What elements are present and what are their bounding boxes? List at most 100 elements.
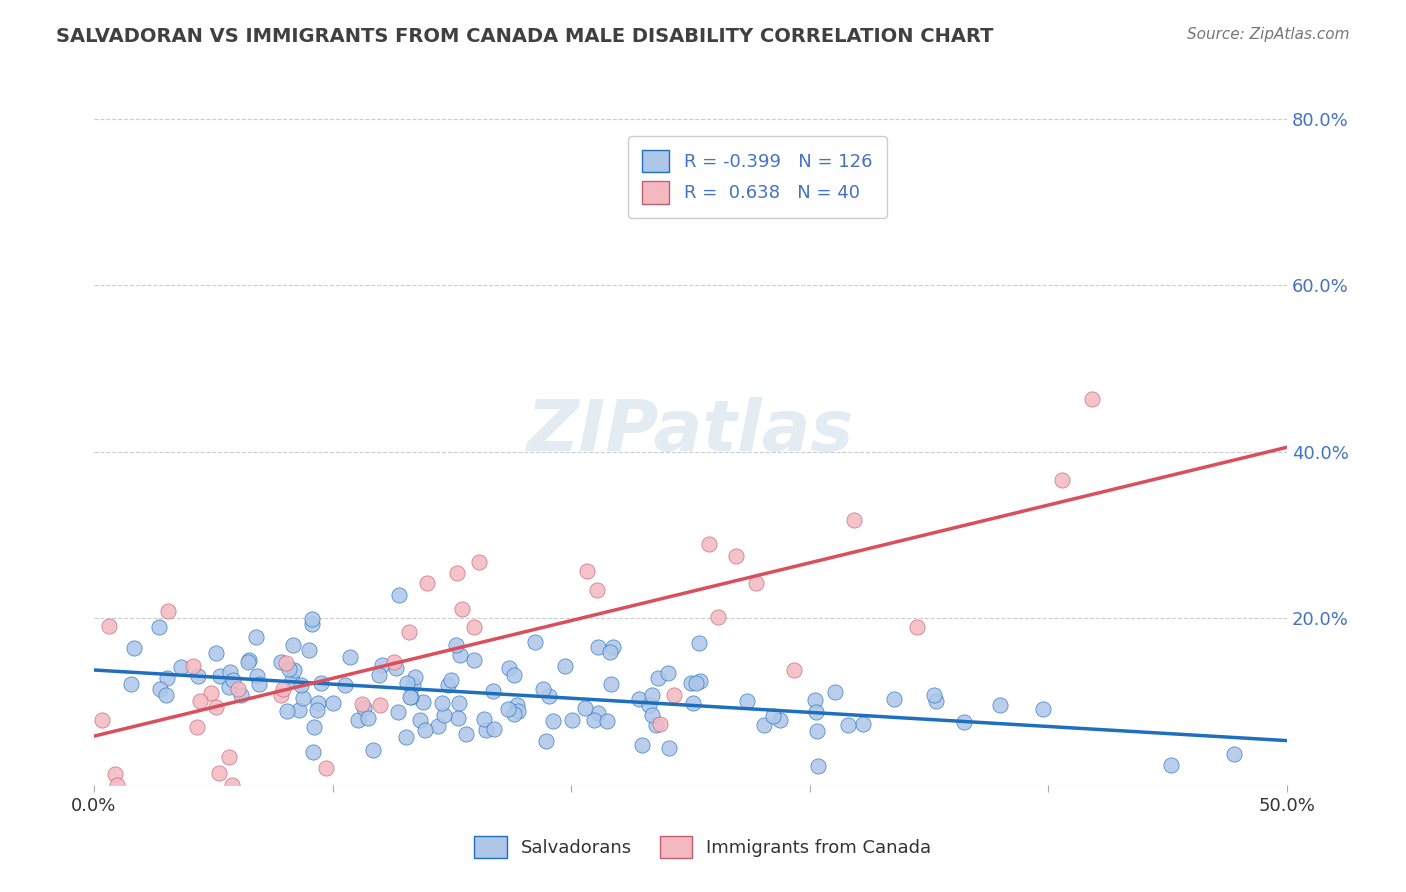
Salvadorans bbox=[187, 668, 209, 682]
Salvadorans bbox=[444, 638, 467, 652]
Salvadorans bbox=[449, 648, 471, 662]
Salvadorans bbox=[276, 704, 298, 718]
Immigrants from Canada bbox=[905, 620, 928, 634]
Salvadorans bbox=[120, 677, 142, 691]
Salvadorans bbox=[449, 696, 471, 710]
Salvadorans bbox=[754, 718, 776, 732]
Salvadorans bbox=[1031, 702, 1053, 716]
Salvadorans bbox=[925, 694, 948, 708]
Immigrants from Canada bbox=[451, 602, 474, 616]
Salvadorans bbox=[229, 688, 252, 702]
Immigrants from Canada bbox=[463, 620, 485, 634]
Immigrants from Canada bbox=[725, 549, 748, 564]
Salvadorans bbox=[387, 705, 409, 719]
Immigrants from Canada bbox=[204, 700, 226, 714]
Immigrants from Canada bbox=[91, 714, 114, 728]
Salvadorans bbox=[124, 641, 146, 656]
Immigrants from Canada bbox=[274, 656, 297, 670]
Salvadorans bbox=[1223, 747, 1246, 762]
Salvadorans bbox=[305, 703, 328, 717]
Immigrants from Canada bbox=[842, 513, 865, 527]
Salvadorans bbox=[599, 645, 621, 659]
Salvadorans bbox=[437, 678, 460, 692]
Salvadorans bbox=[482, 683, 505, 698]
Immigrants from Canada bbox=[352, 697, 374, 711]
Immigrants from Canada bbox=[1050, 473, 1073, 487]
Salvadorans bbox=[353, 700, 375, 714]
Immigrants from Canada bbox=[368, 698, 391, 712]
Immigrants from Canada bbox=[707, 610, 730, 624]
Salvadorans bbox=[806, 724, 828, 739]
Salvadorans bbox=[395, 676, 418, 690]
Salvadorans bbox=[347, 713, 370, 727]
Salvadorans bbox=[281, 638, 304, 652]
Salvadorans bbox=[463, 653, 485, 667]
Salvadorans bbox=[270, 656, 292, 670]
Salvadorans bbox=[647, 671, 669, 685]
Immigrants from Canada bbox=[104, 766, 127, 780]
Salvadorans bbox=[599, 677, 621, 691]
Salvadorans bbox=[440, 673, 463, 687]
Immigrants from Canada bbox=[648, 717, 671, 731]
Text: ZIPatlas: ZIPatlas bbox=[527, 397, 855, 466]
Legend: Salvadorans, Immigrants from Canada: Salvadorans, Immigrants from Canada bbox=[467, 829, 939, 865]
Salvadorans bbox=[602, 640, 624, 655]
Immigrants from Canada bbox=[745, 575, 768, 590]
Salvadorans bbox=[531, 682, 554, 697]
Immigrants from Canada bbox=[183, 659, 205, 673]
Salvadorans bbox=[236, 655, 259, 669]
Salvadorans bbox=[339, 650, 361, 665]
Salvadorans bbox=[505, 698, 527, 713]
Salvadorans bbox=[596, 714, 619, 728]
Salvadorans bbox=[645, 718, 668, 732]
Salvadorans bbox=[156, 671, 179, 685]
Salvadorans bbox=[311, 675, 333, 690]
Immigrants from Canada bbox=[200, 686, 222, 700]
Salvadorans bbox=[586, 640, 609, 655]
Salvadorans bbox=[402, 678, 425, 692]
Salvadorans bbox=[385, 661, 408, 675]
Salvadorans bbox=[631, 739, 654, 753]
Salvadorans bbox=[413, 723, 436, 737]
Immigrants from Canada bbox=[585, 582, 607, 597]
Immigrants from Canada bbox=[315, 761, 337, 775]
Salvadorans bbox=[426, 719, 449, 733]
Salvadorans bbox=[399, 690, 422, 704]
Salvadorans bbox=[807, 759, 830, 773]
Salvadorans bbox=[641, 688, 664, 702]
Immigrants from Canada bbox=[783, 663, 806, 677]
Immigrants from Canada bbox=[1081, 392, 1104, 407]
Immigrants from Canada bbox=[188, 694, 211, 708]
Salvadorans bbox=[361, 743, 384, 757]
Salvadorans bbox=[292, 691, 315, 706]
Salvadorans bbox=[408, 713, 430, 727]
Salvadorans bbox=[283, 663, 305, 677]
Salvadorans bbox=[430, 696, 453, 710]
Salvadorans bbox=[883, 692, 905, 706]
Salvadorans bbox=[245, 630, 267, 644]
Salvadorans bbox=[679, 676, 702, 690]
Salvadorans bbox=[399, 690, 422, 704]
Immigrants from Canada bbox=[98, 619, 121, 633]
Salvadorans bbox=[221, 673, 243, 687]
Immigrants from Canada bbox=[105, 778, 128, 792]
Salvadorans bbox=[541, 714, 564, 728]
Immigrants from Canada bbox=[270, 688, 292, 702]
Salvadorans bbox=[538, 689, 561, 703]
Salvadorans bbox=[852, 717, 875, 731]
Salvadorans bbox=[689, 674, 711, 689]
Salvadorans bbox=[554, 659, 576, 673]
Salvadorans bbox=[685, 676, 707, 690]
Salvadorans bbox=[475, 723, 498, 738]
Salvadorans bbox=[246, 669, 269, 683]
Salvadorans bbox=[238, 653, 260, 667]
Immigrants from Canada bbox=[221, 778, 243, 792]
Salvadorans bbox=[301, 612, 323, 626]
Salvadorans bbox=[658, 741, 681, 756]
Salvadorans bbox=[333, 678, 356, 692]
Salvadorans bbox=[482, 723, 505, 737]
Salvadorans bbox=[298, 643, 321, 657]
Immigrants from Canada bbox=[697, 537, 720, 551]
Salvadorans bbox=[404, 671, 426, 685]
Salvadorans bbox=[503, 707, 526, 722]
